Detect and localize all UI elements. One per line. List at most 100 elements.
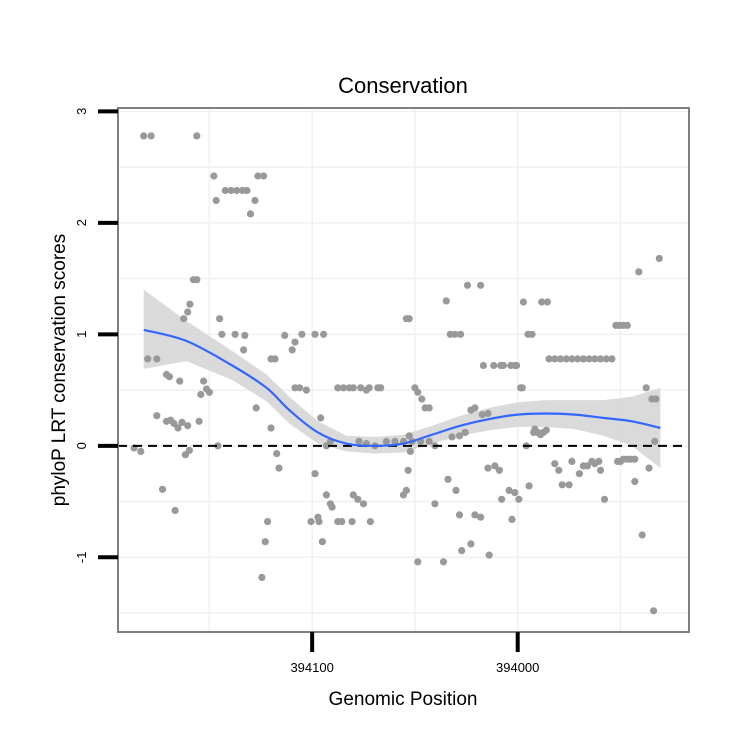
data-point — [455, 432, 464, 440]
data-point — [542, 426, 550, 434]
data-point — [602, 355, 610, 363]
data-point — [574, 355, 582, 363]
data-point — [302, 386, 310, 394]
data-point — [193, 132, 201, 140]
data-point — [320, 330, 328, 338]
data-point — [137, 447, 145, 455]
confidence-band — [143, 289, 661, 469]
data-point — [458, 547, 466, 555]
data-point — [328, 503, 336, 511]
data-point — [184, 422, 192, 430]
data-point — [650, 607, 658, 615]
data-point — [551, 460, 559, 468]
data-point — [484, 464, 492, 472]
y-tick-label: 3 — [74, 108, 89, 115]
smooth-line-group — [143, 328, 661, 447]
data-point — [477, 281, 485, 289]
data-point — [377, 384, 385, 392]
data-point — [317, 414, 325, 422]
grid-lines — [118, 108, 689, 632]
data-point — [551, 355, 559, 363]
data-point — [655, 254, 663, 263]
data-point — [418, 395, 426, 403]
data-point — [635, 268, 643, 276]
data-point — [334, 384, 342, 392]
data-point — [519, 298, 528, 306]
data-point — [216, 315, 224, 323]
data-point — [499, 361, 507, 370]
data-point — [495, 466, 503, 474]
data-point — [406, 447, 414, 455]
data-point — [338, 518, 346, 526]
data-point — [652, 395, 660, 403]
data-point — [583, 462, 592, 470]
data-point — [595, 457, 603, 465]
data-point — [448, 433, 456, 441]
data-point — [558, 481, 566, 489]
data-point — [355, 437, 363, 445]
x-tick-label: 394000 — [496, 660, 539, 675]
data-point — [140, 132, 148, 140]
data-point — [600, 495, 609, 503]
data-point — [267, 424, 275, 432]
data-point — [528, 330, 536, 338]
data-point — [366, 518, 374, 526]
data-point — [254, 172, 262, 180]
data-point — [477, 513, 485, 521]
data-point — [444, 475, 452, 483]
data-point — [288, 346, 296, 354]
data-point — [425, 404, 433, 412]
data-point — [281, 331, 289, 339]
data-point — [596, 466, 605, 474]
data-point — [153, 412, 161, 420]
data-point — [153, 355, 161, 363]
y-tick-label: 1 — [74, 331, 89, 338]
data-point — [556, 355, 565, 363]
y-tick-label: 0 — [74, 442, 89, 449]
data-point — [463, 281, 472, 289]
data-point — [484, 409, 492, 418]
y-axis-label: phyloP LRT conservation scores — [49, 234, 70, 507]
data-point — [218, 330, 226, 338]
data-point — [642, 384, 650, 392]
data-point — [354, 495, 362, 503]
data-point — [404, 466, 412, 474]
x-axis-ticks: 394100 394000 — [290, 632, 539, 675]
data-point — [186, 300, 194, 308]
data-point — [455, 511, 464, 519]
data-point — [565, 481, 573, 489]
data-point — [568, 457, 576, 465]
chart-title: Conservation — [338, 73, 468, 98]
data-point — [212, 196, 220, 205]
data-point — [273, 450, 281, 458]
data-point — [518, 384, 526, 392]
data-point — [485, 551, 493, 559]
data-point — [315, 518, 323, 526]
data-point — [579, 355, 588, 363]
data-point — [525, 482, 533, 490]
y-axis-ticks: -1 0 1 2 3 — [74, 108, 118, 563]
data-point — [511, 489, 519, 497]
data-point — [339, 384, 348, 392]
x-tick-label: 394100 — [290, 660, 333, 675]
data-point — [214, 442, 222, 450]
data-point — [442, 297, 450, 305]
data-point — [307, 518, 315, 526]
data-points — [130, 132, 663, 615]
data-point — [439, 558, 448, 566]
x-axis-label: Genomic Position — [329, 689, 478, 710]
data-point — [311, 470, 319, 478]
data-point — [233, 186, 241, 195]
data-point — [264, 518, 272, 526]
data-point — [478, 411, 486, 419]
data-point — [227, 186, 235, 195]
data-point — [414, 388, 422, 396]
data-point — [575, 470, 584, 478]
data-point — [543, 298, 552, 306]
data-point — [555, 466, 563, 474]
data-point — [158, 485, 167, 493]
confidence-band-area — [143, 289, 661, 469]
data-point — [414, 558, 422, 566]
data-point — [531, 425, 539, 433]
